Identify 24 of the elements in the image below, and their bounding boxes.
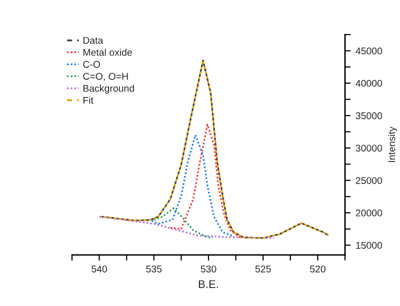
y-tick-label: 25000 bbox=[356, 177, 382, 184]
y-tick-label: 35000 bbox=[356, 112, 382, 120]
x-tick-label: 535 bbox=[146, 266, 162, 272]
line-series bbox=[98, 216, 275, 239]
y-tick-label: 15000 bbox=[356, 242, 382, 249]
legend-label: C-O bbox=[83, 60, 100, 68]
x-tick-label: 530 bbox=[200, 266, 216, 272]
line-series bbox=[153, 207, 214, 238]
x-tick-label: 540 bbox=[92, 266, 108, 272]
line-series bbox=[148, 134, 234, 237]
x-tick-label: 525 bbox=[255, 266, 271, 272]
legend-label: Metal oxide bbox=[83, 48, 132, 56]
legend-label: C=O, O=H bbox=[83, 72, 128, 81]
y-tick-label: 45000 bbox=[356, 48, 382, 54]
x-axis-title: B.E. bbox=[198, 280, 218, 288]
legend-label: Background bbox=[83, 84, 134, 94]
y-axis-title: Intensity bbox=[388, 126, 398, 162]
legend-label: Data bbox=[83, 37, 104, 44]
line-series bbox=[169, 124, 242, 238]
y-tick-label: 30000 bbox=[356, 144, 382, 152]
y-tick-label: 20000 bbox=[356, 210, 382, 216]
legend-label: Fit bbox=[83, 96, 94, 104]
y-tick-label: 40000 bbox=[356, 80, 382, 87]
x-tick-label: 520 bbox=[310, 266, 326, 272]
